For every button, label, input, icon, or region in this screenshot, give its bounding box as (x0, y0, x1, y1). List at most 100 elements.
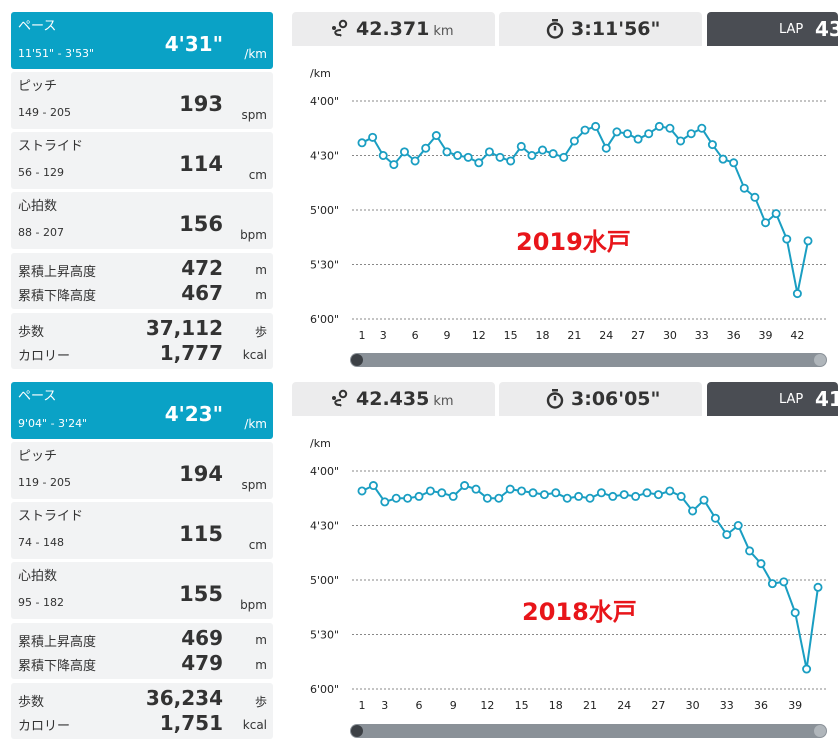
pace-point[interactable] (596, 488, 606, 498)
pace-point[interactable] (676, 491, 686, 501)
pace-point[interactable] (710, 513, 720, 523)
pace-point[interactable] (505, 484, 515, 494)
pace-point[interactable] (633, 134, 643, 144)
pace-point[interactable] (745, 546, 755, 556)
pace-point[interactable] (368, 481, 378, 491)
range-slider[interactable] (350, 724, 827, 738)
pace-point[interactable] (517, 486, 527, 496)
pace-point[interactable] (431, 131, 441, 141)
pace-point[interactable] (644, 129, 654, 139)
pace-point[interactable] (453, 151, 463, 161)
pace-point[interactable] (539, 490, 549, 500)
pace-card[interactable]: ペース 9'04" - 3'24" 4'23" /km (11, 382, 273, 439)
pace-point[interactable] (548, 149, 558, 159)
pace-point[interactable] (803, 236, 813, 246)
slider-handle-right[interactable] (814, 354, 826, 366)
pace-point[interactable] (729, 158, 739, 168)
pace-point[interactable] (506, 156, 516, 166)
distance-tab[interactable]: 42.371 km (292, 12, 495, 46)
pace-point[interactable] (653, 490, 663, 500)
pace-point[interactable] (368, 132, 378, 142)
pace-point[interactable] (722, 530, 732, 540)
pace-point[interactable] (619, 490, 629, 500)
slider-handle-left[interactable] (351, 725, 363, 737)
distance-value-group: 42.371 km (356, 18, 454, 40)
pace-point[interactable] (688, 506, 698, 516)
pace-point[interactable] (562, 493, 572, 503)
slider-handle-right[interactable] (814, 725, 826, 737)
pace-point[interactable] (813, 582, 823, 592)
pace-point[interactable] (699, 495, 709, 505)
pace-point[interactable] (782, 234, 792, 244)
pace-point[interactable] (414, 491, 424, 501)
range-slider[interactable] (350, 353, 827, 367)
pace-point[interactable] (642, 488, 652, 498)
pace-point[interactable] (756, 559, 766, 569)
pace-point[interactable] (739, 183, 749, 193)
pace-point[interactable] (792, 289, 802, 299)
pace-point[interactable] (612, 127, 622, 137)
pace-point[interactable] (686, 129, 696, 139)
pace-point[interactable] (357, 138, 367, 148)
pace-point[interactable] (528, 488, 538, 498)
pace-point[interactable] (580, 125, 590, 135)
pace-point[interactable] (516, 141, 526, 151)
pace-point[interactable] (665, 123, 675, 133)
pace-point[interactable] (442, 147, 452, 157)
pace-point[interactable] (631, 491, 641, 501)
pace-point[interactable] (697, 123, 707, 133)
pace-point[interactable] (494, 493, 504, 503)
pace-card[interactable]: ペース 11'51" - 3'53" 4'31" /km (11, 12, 273, 69)
pace-point[interactable] (676, 136, 686, 146)
pace-point[interactable] (574, 491, 584, 501)
pace-point[interactable] (622, 129, 632, 139)
pace-point[interactable] (551, 488, 561, 498)
pace-point[interactable] (448, 491, 458, 501)
pace-point[interactable] (779, 577, 789, 587)
pace-point[interactable] (790, 608, 800, 618)
pace-point[interactable] (357, 486, 367, 496)
pace-point[interactable] (585, 493, 595, 503)
x-tick-label: 33 (720, 699, 734, 712)
slider-handle-left[interactable] (351, 354, 363, 366)
pace-point[interactable] (399, 147, 409, 157)
pace-point[interactable] (425, 486, 435, 496)
lap-tab[interactable]: LAP 43 (707, 12, 838, 46)
pace-point[interactable] (591, 121, 601, 131)
pace-point[interactable] (601, 143, 611, 153)
pace-point[interactable] (569, 136, 579, 146)
pace-point[interactable] (495, 152, 505, 162)
pace-point[interactable] (403, 493, 413, 503)
pace-point[interactable] (767, 579, 777, 589)
pace-point[interactable] (538, 145, 548, 155)
pace-point[interactable] (474, 158, 484, 168)
pace-point[interactable] (460, 481, 470, 491)
pace-point[interactable] (527, 151, 537, 161)
lap-tab[interactable]: LAP 41 (707, 382, 838, 416)
pace-point[interactable] (437, 488, 447, 498)
pace-point[interactable] (665, 486, 675, 496)
distance-tab[interactable]: 42.435 km (292, 382, 495, 416)
pace-point[interactable] (771, 209, 781, 219)
pace-point[interactable] (380, 497, 390, 507)
pace-point[interactable] (410, 156, 420, 166)
pace-point[interactable] (707, 140, 717, 150)
pace-point[interactable] (482, 493, 492, 503)
pace-point[interactable] (802, 664, 812, 674)
pace-point[interactable] (750, 192, 760, 202)
pace-point[interactable] (718, 154, 728, 164)
pace-point[interactable] (559, 152, 569, 162)
pace-point[interactable] (463, 152, 473, 162)
pace-point[interactable] (761, 218, 771, 228)
pace-point[interactable] (378, 151, 388, 161)
pace-point[interactable] (484, 147, 494, 157)
pace-point[interactable] (654, 121, 664, 131)
pace-point[interactable] (471, 484, 481, 494)
pace-point[interactable] (389, 160, 399, 170)
time-tab[interactable]: 3:06'05" (499, 382, 702, 416)
pace-point[interactable] (421, 143, 431, 153)
pace-point[interactable] (391, 493, 401, 503)
time-tab[interactable]: 3:11'56" (499, 12, 702, 46)
pace-point[interactable] (608, 491, 618, 501)
pace-point[interactable] (733, 521, 743, 531)
